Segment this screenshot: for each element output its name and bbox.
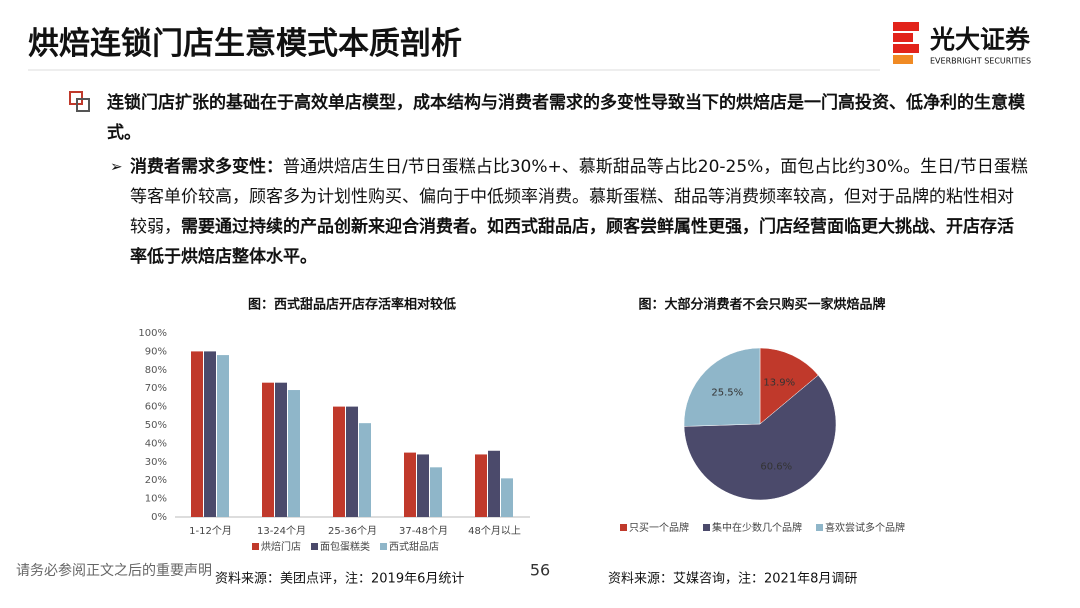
chart-title: 图：西式甜品店开店存活率相对较低 <box>248 297 456 313</box>
sub-text: 普通烘焙店生日/节日蛋糕占比30%+、慕斯甜品等占比20-25%，面包占比约30… <box>130 157 1028 237</box>
bullet-icon <box>69 91 83 105</box>
bar <box>333 406 345 517</box>
y-tick-label: 20% <box>145 475 167 486</box>
bar <box>191 351 203 517</box>
legend-swatch <box>380 543 387 550</box>
bar <box>288 390 300 517</box>
legend-swatch <box>703 524 710 531</box>
bar <box>404 452 416 517</box>
bullet: 连锁门店扩张的基础在于高效单店模型，成本结构与消费者需求的多变性导致当下的烘焙店… <box>107 93 1025 143</box>
bar <box>430 467 442 517</box>
y-tick-label: 50% <box>145 420 167 431</box>
arrow: ➢ <box>110 158 123 176</box>
sub-bullet: 消费者需求多变性：普通烘焙店生日/节日蛋糕占比30%+、慕斯甜品等占比20-25… <box>130 152 1030 272</box>
legend-swatch <box>252 543 259 550</box>
bullet-icon <box>76 98 90 112</box>
y-tick-label: 40% <box>145 438 167 449</box>
page-title: 烘焙连锁门店生意模式本质剖析 <box>28 26 462 62</box>
legend-label: 集中在少数几个品牌 <box>712 521 802 534</box>
y-tick-label: 100% <box>138 328 167 339</box>
chart-title: 图：大部分消费者不会只购买一家烘焙品牌 <box>638 297 885 313</box>
y-tick-label: 30% <box>145 457 167 468</box>
x-tick-label: 1-12个月 <box>189 525 232 537</box>
y-tick-label: 10% <box>145 494 167 505</box>
logo-name: 光大证券 <box>929 25 1031 54</box>
y-tick-label: 60% <box>145 402 167 413</box>
data-label: 60.6% <box>760 462 792 473</box>
x-tick-label: 37-48个月 <box>399 525 448 537</box>
source: 资料来源：艾媒咨询，注：2021年8月调研 <box>608 572 857 587</box>
sub-emphasis: 需要通过持续的产品创新来迎合消费者。如西式甜品店，顾客尝鲜属性更强，门店经营面临… <box>130 217 1014 267</box>
bar <box>217 355 229 517</box>
x-tick-label: 13-24个月 <box>257 525 306 537</box>
legend-label: 烘焙门店 <box>261 540 301 553</box>
legend-swatch <box>816 524 823 531</box>
legend-label: 面包蛋糕类 <box>320 540 370 553</box>
y-tick-label: 0% <box>151 512 167 523</box>
legend-swatch <box>311 543 318 550</box>
legend-swatch <box>620 524 627 531</box>
legend-label: 喜欢尝试多个品牌 <box>825 521 905 534</box>
data-label: 25.5% <box>711 387 743 398</box>
x-tick-label: 48个月以上 <box>468 525 521 537</box>
pie-slice <box>683 374 837 501</box>
bar <box>501 478 513 517</box>
bar <box>204 351 216 517</box>
y-tick-label: 70% <box>145 383 167 394</box>
y-tick-label: 90% <box>145 346 167 357</box>
y-tick-label: 80% <box>145 365 167 376</box>
bar <box>417 454 429 517</box>
bar <box>359 423 371 517</box>
x-tick-label: 25-36个月 <box>328 525 377 537</box>
bar <box>475 454 487 517</box>
sub-label: 消费者需求多变性： <box>130 157 283 177</box>
bar <box>275 382 287 517</box>
page-number: 56 <box>530 561 550 580</box>
disclaimer: 请务必参阅正文之后的重要声明 <box>16 562 212 579</box>
pie-slice <box>683 347 761 427</box>
pie-slice <box>759 347 819 425</box>
bar <box>262 382 274 517</box>
bar <box>488 450 500 517</box>
legend-label: 只买一个品牌 <box>629 521 689 534</box>
data-label: 13.9% <box>763 378 795 389</box>
logo-sub: EVERBRIGHT SECURITIES <box>930 57 1031 66</box>
legend-label: 西式甜品店 <box>389 540 439 553</box>
bar <box>346 406 358 517</box>
source: 资料来源：美团点评，注：2019年6月统计 <box>215 572 464 587</box>
logo <box>893 22 919 64</box>
